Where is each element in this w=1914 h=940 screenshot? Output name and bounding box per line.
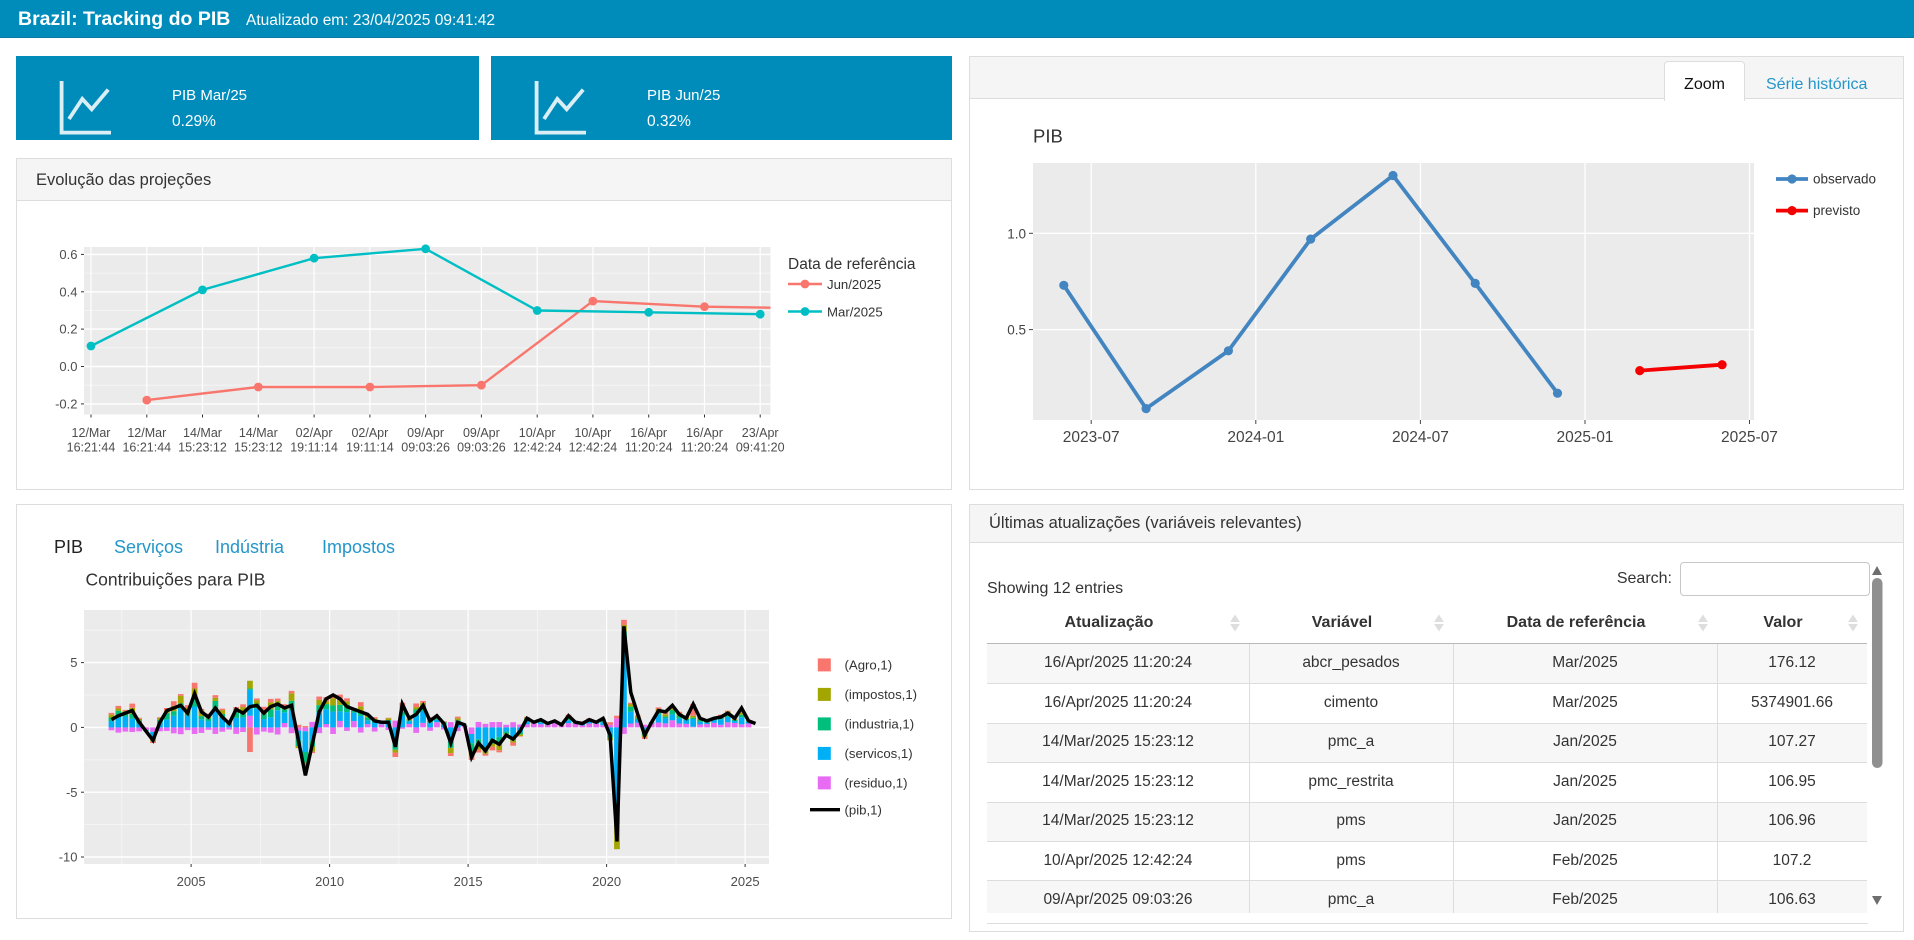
svg-text:09:03:26: 09:03:26	[457, 441, 506, 455]
svg-text:12/Mar: 12/Mar	[127, 426, 166, 440]
svg-text:(industria,1): (industria,1)	[845, 717, 915, 732]
svg-text:(servicos,1): (servicos,1)	[845, 746, 913, 761]
svg-text:Contribuições para PIB: Contribuições para PIB	[86, 570, 266, 590]
svg-text:(residuo,1): (residuo,1)	[845, 776, 908, 791]
svg-text:-5: -5	[66, 785, 78, 800]
svg-text:(pib,1): (pib,1)	[845, 803, 882, 818]
svg-text:5: 5	[70, 655, 77, 670]
svg-text:02/Apr: 02/Apr	[296, 426, 333, 440]
svg-text:14/Mar: 14/Mar	[239, 426, 278, 440]
svg-text:2025-01: 2025-01	[1557, 429, 1614, 446]
svg-text:PIB: PIB	[1033, 126, 1063, 147]
svg-text:2015: 2015	[454, 874, 483, 889]
svg-text:09/Apr: 09/Apr	[463, 426, 500, 440]
svg-text:23/Apr: 23/Apr	[742, 426, 779, 440]
svg-text:12:42:24: 12:42:24	[513, 441, 562, 455]
svg-text:09:03:26: 09:03:26	[401, 441, 450, 455]
svg-text:1.0: 1.0	[1007, 226, 1026, 241]
svg-text:10/Apr: 10/Apr	[574, 426, 611, 440]
svg-text:2020: 2020	[592, 874, 621, 889]
svg-text:0.6: 0.6	[59, 247, 77, 262]
svg-text:2005: 2005	[177, 874, 206, 889]
svg-text:observado: observado	[1813, 172, 1876, 187]
svg-text:15:23:12: 15:23:12	[178, 441, 227, 455]
svg-text:0.4: 0.4	[59, 284, 77, 299]
svg-text:10/Apr: 10/Apr	[519, 426, 556, 440]
svg-text:19:11:14: 19:11:14	[346, 441, 394, 455]
svg-text:-0.2: -0.2	[55, 397, 77, 412]
svg-text:previsto: previsto	[1813, 203, 1860, 218]
svg-text:-10: -10	[59, 850, 78, 865]
svg-text:0.0: 0.0	[59, 359, 77, 374]
svg-text:2023-07: 2023-07	[1063, 429, 1120, 446]
svg-text:16/Apr: 16/Apr	[686, 426, 723, 440]
svg-text:2024-07: 2024-07	[1392, 429, 1449, 446]
svg-text:12:42:24: 12:42:24	[569, 441, 618, 455]
svg-text:2025-07: 2025-07	[1721, 429, 1778, 446]
svg-text:2024-01: 2024-01	[1227, 429, 1284, 446]
svg-text:(impostos,1): (impostos,1)	[845, 687, 918, 702]
svg-text:02/Apr: 02/Apr	[351, 426, 388, 440]
svg-text:11:20:24: 11:20:24	[625, 441, 673, 455]
svg-text:0: 0	[70, 720, 77, 735]
svg-text:0.5: 0.5	[1007, 323, 1026, 338]
svg-text:Data de referência: Data de referência	[788, 256, 916, 273]
svg-text:09/Apr: 09/Apr	[407, 426, 444, 440]
svg-text:2025: 2025	[731, 874, 760, 889]
svg-text:Mar/2025: Mar/2025	[827, 305, 883, 320]
svg-text:(Agro,1): (Agro,1)	[845, 658, 893, 673]
svg-text:12/Mar: 12/Mar	[72, 426, 111, 440]
svg-text:16:21:44: 16:21:44	[122, 441, 171, 455]
svg-text:15:23:12: 15:23:12	[234, 441, 283, 455]
svg-text:0.2: 0.2	[59, 322, 77, 337]
svg-text:Jun/2025: Jun/2025	[827, 277, 881, 292]
svg-text:2010: 2010	[315, 874, 344, 889]
svg-text:09:41:20: 09:41:20	[736, 441, 785, 455]
svg-text:16/Apr: 16/Apr	[630, 426, 667, 440]
svg-text:16:21:44: 16:21:44	[67, 441, 116, 455]
svg-text:14/Mar: 14/Mar	[183, 426, 222, 440]
svg-text:19:11:14: 19:11:14	[290, 441, 338, 455]
svg-text:11:20:24: 11:20:24	[681, 441, 729, 455]
